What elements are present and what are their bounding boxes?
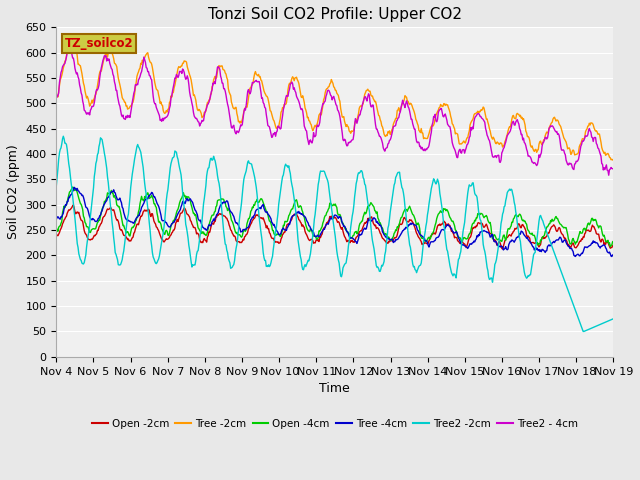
Tree2 - 4cm <box>63 54 70 60</box>
Tree -2cm <box>207 92 214 97</box>
Tree2 -2cm <box>63 146 71 152</box>
Tree2 -2cm <box>121 242 129 248</box>
Tree2 - 4cm <box>52 91 60 97</box>
Tree2 -2cm <box>403 223 411 228</box>
Tree -4cm <box>177 204 185 210</box>
Tree2 - 4cm <box>121 116 129 121</box>
Tree -4cm <box>70 184 78 190</box>
Tree -2cm <box>609 156 617 162</box>
Tree2 -2cm <box>52 183 60 189</box>
Tree2 - 4cm <box>207 93 214 99</box>
Tree2 -2cm <box>609 316 617 322</box>
Title: Tonzi Soil CO2 Profile: Upper CO2: Tonzi Soil CO2 Profile: Upper CO2 <box>208 7 462 22</box>
Open -2cm <box>207 226 214 232</box>
Tree -2cm <box>177 63 185 69</box>
Tree -4cm <box>608 253 616 259</box>
Tree2 - 4cm <box>420 148 428 154</box>
Open -2cm <box>70 202 77 208</box>
Open -4cm <box>68 184 76 190</box>
Text: TZ_soilco2: TZ_soilco2 <box>65 37 133 50</box>
Tree2 - 4cm <box>177 68 185 74</box>
X-axis label: Time: Time <box>319 382 350 395</box>
Line: Open -4cm: Open -4cm <box>56 187 613 247</box>
Open -2cm <box>403 219 411 225</box>
Tree -2cm <box>609 157 616 163</box>
Open -4cm <box>177 196 185 202</box>
Open -4cm <box>207 216 214 222</box>
Line: Tree2 -2cm: Tree2 -2cm <box>56 136 613 331</box>
Y-axis label: Soil CO2 (ppm): Soil CO2 (ppm) <box>7 144 20 240</box>
Tree -2cm <box>121 99 129 105</box>
Open -2cm <box>420 241 428 247</box>
Line: Tree -4cm: Tree -4cm <box>56 187 613 256</box>
Open -2cm <box>609 242 617 248</box>
Line: Tree2 - 4cm: Tree2 - 4cm <box>56 44 613 175</box>
Open -2cm <box>499 246 506 252</box>
Open -4cm <box>121 225 129 231</box>
Tree2 -2cm <box>60 133 67 139</box>
Tree -4cm <box>121 212 129 218</box>
Open -4cm <box>63 202 70 207</box>
Tree2 -2cm <box>177 172 185 178</box>
Tree2 - 4cm <box>65 41 72 47</box>
Open -4cm <box>420 236 428 241</box>
Tree2 - 4cm <box>605 172 612 178</box>
Tree2 -2cm <box>420 238 428 244</box>
Tree -2cm <box>52 94 60 100</box>
Open -4cm <box>52 226 60 231</box>
Tree -2cm <box>63 53 70 59</box>
Tree -4cm <box>420 235 428 240</box>
Open -2cm <box>52 233 60 239</box>
Tree -4cm <box>207 223 214 229</box>
Tree -2cm <box>68 39 76 45</box>
Tree2 - 4cm <box>403 100 411 106</box>
Legend: Open -2cm, Tree -2cm, Open -4cm, Tree -4cm, Tree2 -2cm, Tree2 - 4cm: Open -2cm, Tree -2cm, Open -4cm, Tree -4… <box>88 415 582 433</box>
Tree -2cm <box>403 98 411 104</box>
Open -4cm <box>607 244 614 250</box>
Open -2cm <box>63 214 70 219</box>
Tree -4cm <box>609 252 617 257</box>
Tree -4cm <box>63 202 70 208</box>
Tree2 -2cm <box>579 328 587 334</box>
Line: Tree -2cm: Tree -2cm <box>56 42 613 160</box>
Line: Open -2cm: Open -2cm <box>56 205 613 249</box>
Tree -4cm <box>52 216 60 222</box>
Tree2 - 4cm <box>609 166 617 171</box>
Open -4cm <box>609 239 617 244</box>
Open -4cm <box>403 208 411 214</box>
Tree -2cm <box>420 136 428 142</box>
Tree -4cm <box>403 224 411 230</box>
Open -2cm <box>177 210 185 216</box>
Tree2 -2cm <box>207 156 214 161</box>
Open -2cm <box>121 233 129 239</box>
